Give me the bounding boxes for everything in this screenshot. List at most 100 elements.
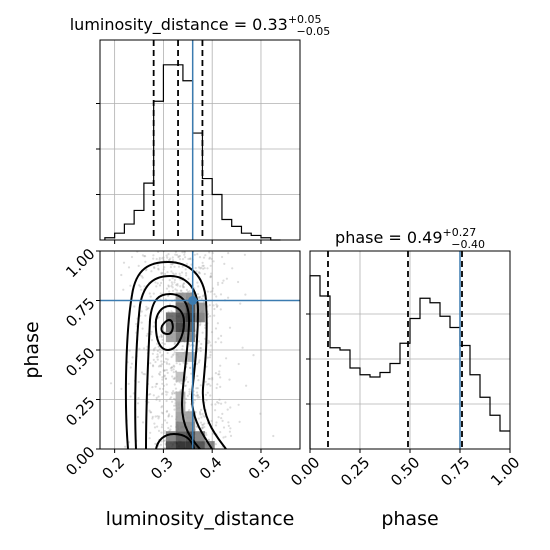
luminosity-distance-quantile-lines bbox=[152, 40, 204, 240]
joint-scatter-point bbox=[198, 396, 201, 399]
joint-scatter-point bbox=[237, 280, 240, 284]
joint-scatter-point bbox=[190, 372, 193, 375]
joint-scatter-point bbox=[196, 394, 199, 397]
joint-scatter-point bbox=[204, 393, 207, 396]
joint-scatter-point bbox=[156, 415, 159, 418]
joint-scatter-point bbox=[148, 409, 151, 412]
joint-scatter-point bbox=[164, 357, 168, 360]
joint-scatter-point bbox=[159, 371, 162, 374]
joint-scatter-point bbox=[189, 344, 192, 347]
contour-outer bbox=[124, 260, 227, 449]
joint-scatter-point bbox=[175, 253, 179, 256]
joint-scatter-point bbox=[161, 412, 165, 415]
joint-scatter-point bbox=[224, 435, 227, 438]
joint-density-cell-3 bbox=[185, 312, 196, 323]
joint-scatter-point bbox=[227, 296, 230, 299]
joint-scatter-point bbox=[215, 295, 218, 298]
joint-scatter-point bbox=[181, 284, 184, 287]
joint-scatter-point bbox=[158, 415, 161, 418]
joint-scatter-point bbox=[173, 404, 176, 407]
joint-scatter-point bbox=[200, 342, 203, 346]
joint-scatter-point bbox=[140, 310, 143, 313]
joint-scatter-point bbox=[144, 260, 147, 263]
joint-scatter-point bbox=[219, 431, 222, 434]
phase-marginal-xtick-label-1: 0.25 bbox=[337, 453, 373, 489]
joint-scatter-point bbox=[177, 265, 181, 268]
joint-scatter-point bbox=[171, 277, 174, 280]
joint-scatter-point bbox=[160, 363, 164, 366]
joint-x-axis-label: luminosity_distance bbox=[106, 508, 295, 530]
joint-scatter-point bbox=[153, 348, 156, 351]
joint-scatter-point bbox=[219, 364, 222, 367]
joint-scatter-point bbox=[173, 383, 176, 386]
joint-scatter-point bbox=[167, 415, 170, 418]
joint-scatter-point bbox=[198, 359, 201, 362]
joint-scatter-point bbox=[152, 325, 155, 328]
phase-marginal-xtick-label-0: 0.00 bbox=[287, 453, 323, 489]
joint-scatter-point bbox=[209, 351, 212, 354]
joint-scatter-point bbox=[149, 411, 152, 414]
joint-scatter-point bbox=[166, 409, 169, 413]
joint-scatter-point bbox=[238, 420, 241, 423]
joint-density-cell-22 bbox=[165, 431, 176, 442]
joint-scatter-point bbox=[237, 403, 240, 406]
joint-truth-point bbox=[188, 296, 198, 305]
joint-scatter-point bbox=[165, 254, 168, 257]
joint-scatter-point bbox=[215, 305, 219, 308]
joint-scatter-point bbox=[137, 397, 140, 400]
joint-scatter-point bbox=[206, 342, 209, 345]
joint-scatter-point bbox=[161, 278, 164, 281]
joint-scatter-point bbox=[186, 362, 189, 365]
joint-scatter-point bbox=[214, 327, 218, 330]
joint-scatter-point bbox=[171, 283, 174, 286]
joint-scatter-point bbox=[159, 292, 162, 295]
joint-scatter-point bbox=[226, 408, 229, 411]
joint-truth-marker bbox=[100, 251, 300, 449]
joint-scatter-point bbox=[151, 417, 154, 420]
joint-density-cell-30 bbox=[175, 371, 186, 382]
joint-scatter-point bbox=[156, 342, 159, 345]
joint-scatter-point bbox=[160, 431, 163, 434]
joint-scatter-point bbox=[153, 422, 156, 425]
joint-scatter-point bbox=[216, 401, 219, 404]
joint-scatter-point bbox=[207, 439, 210, 442]
joint-scatter-point bbox=[171, 286, 174, 289]
joint-scatter-point bbox=[156, 353, 159, 356]
joint-scatter-point bbox=[152, 292, 155, 295]
joint-scatter-point bbox=[200, 297, 203, 300]
joint-density-cell-9 bbox=[195, 302, 205, 313]
joint-scatter-point bbox=[196, 396, 199, 399]
joint-density-cell-6 bbox=[195, 312, 205, 323]
joint-scatter-point bbox=[145, 334, 148, 337]
joint-xtick-label-1: 0.3 bbox=[147, 453, 177, 483]
joint-scatter-point bbox=[201, 295, 204, 298]
joint-density-cell-25 bbox=[185, 421, 196, 432]
joint-scatter-point bbox=[200, 408, 203, 411]
joint-scatter-point bbox=[166, 358, 169, 361]
joint-scatter-point bbox=[227, 252, 230, 255]
joint-scatter-point bbox=[215, 303, 218, 306]
joint-scatter-point bbox=[148, 292, 151, 295]
joint-scatter-point bbox=[197, 266, 201, 269]
joint-scatter-point bbox=[217, 373, 220, 376]
joint-scatter-point bbox=[183, 253, 186, 256]
joint-density-cell-4 bbox=[165, 312, 176, 323]
joint-scatter-point bbox=[195, 387, 198, 390]
joint-scatter-point bbox=[138, 347, 141, 350]
joint-scatter-point bbox=[167, 310, 170, 313]
joint-scatter-point bbox=[219, 308, 222, 311]
joint-scatter-point bbox=[212, 304, 215, 307]
joint-scatter-point bbox=[198, 272, 201, 275]
joint-scatter-point bbox=[140, 321, 143, 324]
joint-scatter-point bbox=[97, 431, 99, 433]
joint-scatter-point bbox=[151, 364, 155, 367]
joint-scatter-point bbox=[143, 255, 146, 258]
joint-scatter-point bbox=[207, 377, 210, 380]
joint-density-cell-29 bbox=[175, 391, 186, 402]
joint-scatter-point bbox=[167, 253, 170, 256]
joint-scatter-point bbox=[157, 268, 160, 271]
joint-scatter-point bbox=[159, 443, 163, 446]
joint-scatter-point bbox=[158, 335, 161, 338]
joint-scatter-point bbox=[171, 366, 174, 369]
joint-scatter-point bbox=[172, 371, 175, 374]
